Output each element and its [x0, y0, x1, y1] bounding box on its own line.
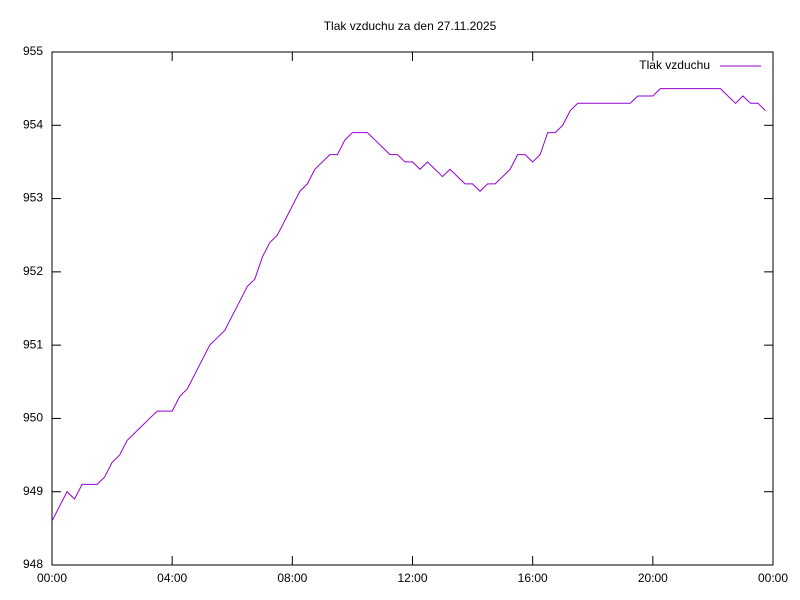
x-tick-label: 00:00: [758, 571, 788, 585]
y-tick-label: 954: [23, 117, 43, 131]
y-tick-label: 950: [23, 411, 43, 425]
plot-border: [51, 51, 774, 566]
y-tick-label: 949: [23, 484, 43, 498]
y-tick-label: 948: [23, 557, 43, 571]
legend-label: Tlak vzduchu: [639, 58, 710, 72]
x-tick-label: 04:00: [157, 571, 187, 585]
data-line: [51, 88, 766, 522]
chart-title: Tlak vzduchu za den 27.11.2025: [324, 19, 497, 33]
y-tick-label: 952: [23, 264, 43, 278]
x-tick-label: 12:00: [397, 571, 427, 585]
y-tick-label: 955: [23, 44, 43, 58]
x-tick-label: 00:00: [37, 571, 67, 585]
y-tick-label: 951: [23, 337, 43, 351]
x-tick-label: 08:00: [277, 571, 307, 585]
x-tick-label: 16:00: [518, 571, 548, 585]
y-tick-label: 953: [23, 191, 43, 205]
x-tick-label: 20:00: [638, 571, 668, 585]
